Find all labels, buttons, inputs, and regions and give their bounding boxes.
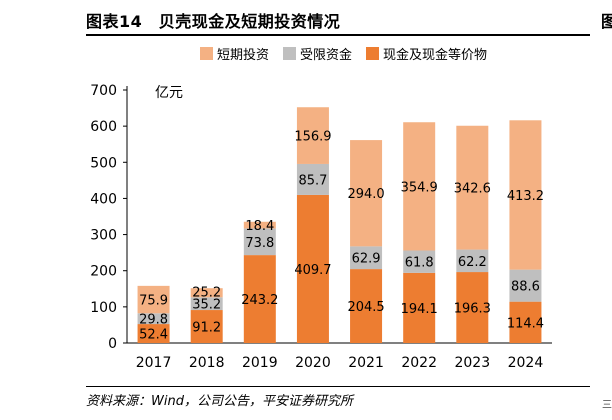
chart-legend: 短期投资 受限资金 现金及现金等价物	[200, 44, 487, 63]
next-figure-edge-fragment: 三	[602, 400, 612, 411]
data-label: 75.9	[139, 294, 168, 309]
data-label: 342.6	[454, 182, 491, 197]
data-label: 196.3	[454, 302, 491, 317]
stacked-bar-chart: 0 100 200 300 400 500 600 700 亿元 52.429.8 75.9 2017…	[90, 83, 552, 371]
bar-segment	[190, 310, 223, 343]
bar-segment	[350, 140, 383, 247]
bar-segment	[190, 297, 223, 311]
data-label: 73.8	[245, 236, 274, 251]
data-label: 354.9	[401, 180, 438, 195]
bar-segment	[509, 120, 542, 270]
x-tick-label: 2018	[189, 355, 225, 371]
y-tick-label: 300	[90, 228, 117, 244]
data-label: 61.8	[405, 256, 434, 271]
bar-segment	[456, 125, 489, 250]
data-label: 243.2	[241, 293, 278, 308]
next-figure-title-fragment: 图	[601, 12, 612, 31]
data-label: 25.2	[192, 286, 221, 301]
data-label: 114.4	[507, 316, 544, 331]
legend-label: 受限资金	[300, 48, 353, 63]
y-tick-label: 400	[90, 191, 117, 207]
x-tick-label: 2019	[242, 355, 278, 371]
data-label: 35.2	[192, 298, 221, 313]
bar-segment	[403, 122, 436, 251]
legend-label: 短期投资	[217, 48, 270, 63]
title-underline	[86, 6, 590, 36]
data-label: 194.1	[401, 302, 438, 317]
data-label: 29.8	[139, 313, 168, 328]
x-tick-label: 2021	[348, 355, 384, 371]
legend-swatch	[283, 47, 297, 60]
bar-segment	[243, 221, 276, 229]
bar-segment	[403, 272, 436, 343]
legend-swatch	[200, 47, 213, 60]
legend-swatch	[366, 47, 380, 60]
bar-segment	[190, 288, 223, 298]
source-divider	[86, 386, 590, 387]
bar-segment	[350, 246, 383, 270]
legend-item: 受限资金	[283, 44, 352, 63]
x-tick-label: 2023	[454, 355, 490, 371]
data-label: 409.7	[294, 263, 331, 278]
bar-segment	[137, 313, 170, 325]
data-label: 294.0	[347, 187, 384, 202]
x-tick-label: 2022	[401, 355, 437, 371]
data-label: 88.6	[511, 280, 540, 295]
bar-segment	[350, 269, 383, 343]
bar-segment	[456, 272, 489, 343]
bar-segment	[243, 228, 276, 256]
data-label: 156.9	[294, 130, 331, 145]
legend-label: 现金及现金等价物	[383, 48, 488, 63]
source-note: 资料来源：Wind，公司公告，平安证券研究所	[86, 394, 353, 409]
y-tick-label: 100	[90, 300, 117, 316]
x-tick-label: 2020	[295, 355, 331, 371]
bar-segment	[456, 249, 489, 273]
y-tick-label: 600	[90, 119, 117, 135]
bar-segment	[403, 250, 436, 273]
data-label: 62.9	[352, 252, 381, 267]
legend-item: 现金及现金等价物	[366, 44, 487, 63]
x-tick-label: 2017	[136, 355, 172, 371]
data-label: 204.5	[347, 300, 384, 315]
data-label: 91.2	[192, 321, 221, 336]
bar-segment	[296, 107, 329, 164]
y-tick-label: 500	[90, 155, 117, 171]
data-label: 62.2	[458, 255, 487, 270]
bar-segment	[509, 269, 542, 302]
bar-segment	[137, 324, 170, 343]
y-tick-label: 200	[90, 264, 117, 280]
data-label: 18.4	[245, 219, 274, 234]
bar-segment	[296, 163, 329, 195]
bar-segment	[296, 194, 329, 343]
figure-title: 图表14 贝壳现金及短期投资情况	[86, 12, 341, 31]
bar-segment	[509, 301, 542, 343]
legend-item: 短期投资	[200, 44, 269, 63]
bar-segment	[137, 285, 170, 314]
y-axis-unit-label: 亿元	[155, 85, 183, 101]
data-label: 52.4	[139, 328, 168, 343]
bar-segment	[243, 255, 276, 343]
data-label: 85.7	[298, 173, 327, 188]
data-label: 413.2	[507, 189, 544, 204]
y-tick-label: 700	[90, 83, 117, 99]
y-tick-label: 0	[108, 336, 117, 352]
x-tick-label: 2024	[508, 355, 544, 371]
